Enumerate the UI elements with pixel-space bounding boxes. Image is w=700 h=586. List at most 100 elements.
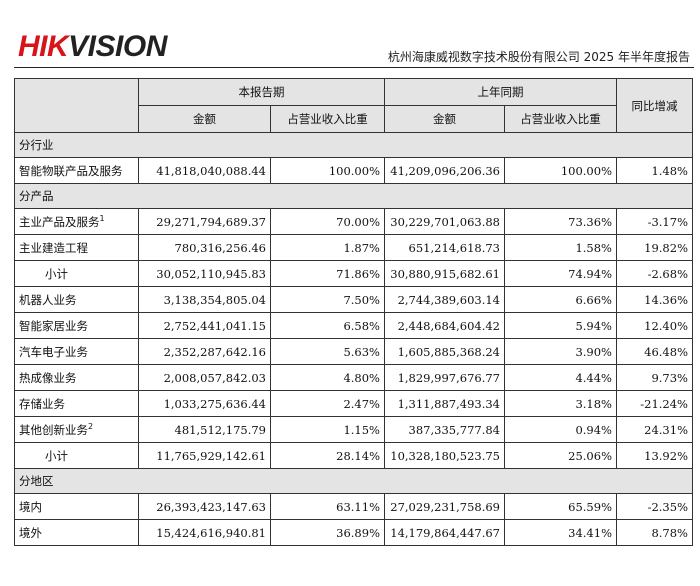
ratio-current-cell: 28.14% — [270, 442, 385, 469]
table-row: 智能家居业务 2,752,441,041.15 6.58% 2,448,684,604… — [14, 312, 693, 339]
amount-prior-cell: 2,448,684,604.42 — [384, 312, 505, 339]
table-row: 境外 15,424,616,940.81 36.89% 14,179,864,447.… — [14, 519, 693, 546]
amount-current-cell: 11,765,929,142.61 — [138, 442, 271, 469]
amount-current-cell: 1,033,275,636.44 — [138, 390, 271, 417]
row-label-text: 机器人业务 — [19, 292, 77, 307]
ratio-prior-cell: 1.58% — [504, 234, 617, 261]
table-row: 机器人业务 3,138,354,805.04 7.50% 2,744,389,603.… — [14, 286, 693, 313]
ratio-current-cell: 71.86% — [270, 260, 385, 287]
ratio-current-cell: 100.00% — [270, 157, 385, 184]
amount-prior-cell: 30,229,701,063.88 — [384, 208, 505, 235]
amount-current-cell: 481,512,175.79 — [138, 416, 271, 443]
row-label: 主业建造工程 — [14, 234, 139, 261]
amount-prior-cell: 10,328,180,523.75 — [384, 442, 505, 469]
ratio-current-cell: 63.11% — [270, 493, 385, 520]
amount-current-cell: 41,818,040,088.44 — [138, 157, 271, 184]
yoy-cell: 8.78% — [616, 519, 693, 546]
amount-current-cell: 15,424,616,940.81 — [138, 519, 271, 546]
ratio-current-cell: 1.15% — [270, 416, 385, 443]
amount-prior-cell: 14,179,864,447.67 — [384, 519, 505, 546]
row-label: 存储业务 — [14, 390, 139, 417]
amount-current-cell: 2,352,287,642.16 — [138, 338, 271, 365]
footnote-marker: 2 — [88, 421, 94, 431]
table-row: 其他创新业务2 481,512,175.79 1.15% 387,335,777.84… — [14, 416, 693, 443]
row-label: 小计 — [14, 260, 139, 287]
header-yoy: 同比增减 — [616, 78, 693, 133]
row-label-text: 汽车电子业务 — [19, 344, 88, 359]
yoy-cell: 1.48% — [616, 157, 693, 184]
row-label-text: 小计 — [45, 266, 68, 281]
amount-current-cell: 29,271,794,689.37 — [138, 208, 271, 235]
yoy-cell: 46.48% — [616, 338, 693, 365]
row-label-text: 智能物联产品及服务 — [19, 163, 123, 178]
row-label-text: 境外 — [19, 525, 42, 540]
ratio-prior-cell: 100.00% — [504, 157, 617, 184]
header-prior-period: 上年同期 — [384, 78, 617, 106]
report-title: 杭州海康威视数字技术股份有限公司 2025 年半年度报告 — [387, 50, 690, 64]
amount-prior-cell: 1,311,887,493.34 — [384, 390, 505, 417]
header-ratio-prior: 占营业收入比重 — [504, 105, 617, 133]
row-label-text: 存储业务 — [19, 396, 65, 411]
ratio-current-cell: 1.87% — [270, 234, 385, 261]
row-label-text: 主业建造工程 — [19, 240, 88, 255]
section-region-label: 分地区 — [14, 468, 693, 494]
yoy-cell: 9.73% — [616, 364, 693, 391]
yoy-cell: 19.82% — [616, 234, 693, 261]
amount-prior-cell: 41,209,096,206.36 — [384, 157, 505, 184]
row-label-text: 智能家居业务 — [19, 318, 88, 333]
row-label: 热成像业务 — [14, 364, 139, 391]
yoy-cell: 14.36% — [616, 286, 693, 313]
ratio-current-cell: 6.58% — [270, 312, 385, 339]
ratio-prior-cell: 5.94% — [504, 312, 617, 339]
table-header-row: 本报告期 上年同期 同比增减 — [14, 78, 693, 133]
section-product: 分产品 — [14, 183, 693, 209]
table-row: 热成像业务 2,008,057,842.03 4.80% 1,829,997,676.… — [14, 364, 693, 391]
yoy-cell: -2.68% — [616, 260, 693, 287]
amount-prior-cell: 387,335,777.84 — [384, 416, 505, 443]
row-label: 境外 — [14, 519, 139, 546]
ratio-current-cell: 5.63% — [270, 338, 385, 365]
amount-prior-cell: 1,829,997,676.77 — [384, 364, 505, 391]
section-region: 分地区 — [14, 468, 693, 494]
amount-prior-cell: 30,880,915,682.61 — [384, 260, 505, 287]
yoy-cell: 12.40% — [616, 312, 693, 339]
section-product-label: 分产品 — [14, 183, 693, 209]
row-label-text: 主业产品及服务 — [19, 214, 100, 229]
ratio-prior-cell: 0.94% — [504, 416, 617, 443]
ratio-prior-cell: 74.94% — [504, 260, 617, 287]
header-ratio-current: 占营业收入比重 — [270, 105, 385, 133]
ratio-prior-cell: 6.66% — [504, 286, 617, 313]
ratio-prior-cell: 73.36% — [504, 208, 617, 235]
ratio-current-cell: 7.50% — [270, 286, 385, 313]
row-label: 智能家居业务 — [14, 312, 139, 339]
ratio-prior-cell: 34.41% — [504, 519, 617, 546]
ratio-current-cell: 70.00% — [270, 208, 385, 235]
logo-hik-text: HIK — [18, 30, 69, 63]
table-row: 主业产品及服务1 29,271,794,689.37 70.00% 30,229,70… — [14, 208, 693, 235]
row-label-text: 境内 — [19, 499, 42, 514]
table-body: 分行业 智能物联产品及服务 41,818,040,088.44 100.00% 41,2… — [14, 132, 693, 546]
revenue-table: 本报告期 上年同期 同比增减 金额 占营业收入比重 金额 占营业收入比重 分行业… — [14, 78, 693, 546]
ratio-prior-cell: 4.44% — [504, 364, 617, 391]
ratio-prior-cell: 25.06% — [504, 442, 617, 469]
row-label: 小计 — [14, 442, 139, 469]
header-divider — [14, 67, 694, 68]
header-amount-current: 金额 — [138, 105, 271, 133]
ratio-current-cell: 36.89% — [270, 519, 385, 546]
yoy-cell: 13.92% — [616, 442, 693, 469]
amount-current-cell: 3,138,354,805.04 — [138, 286, 271, 313]
amount-prior-cell: 1,605,885,368.24 — [384, 338, 505, 365]
table-row: 主业建造工程 780,316,256.46 1.87% 651,214,618.73 1… — [14, 234, 693, 261]
footnote-marker: 1 — [99, 213, 105, 223]
section-industry-label: 分行业 — [14, 132, 693, 158]
subtotal-row: 小计 11,765,929,142.61 28.14% 10,328,180,523.… — [14, 442, 693, 469]
table-row: 汽车电子业务 2,352,287,642.16 5.63% 1,605,885,368… — [14, 338, 693, 365]
hikvision-logo: HIKVISION — [18, 30, 167, 64]
amount-current-cell: 2,752,441,041.15 — [138, 312, 271, 339]
row-label: 汽车电子业务 — [14, 338, 139, 365]
table-subheader-row: 金额 占营业收入比重 金额 占营业收入比重 — [15, 105, 693, 133]
row-label: 其他创新业务2 — [14, 416, 139, 443]
amount-prior-cell: 651,214,618.73 — [384, 234, 505, 261]
ratio-current-cell: 4.80% — [270, 364, 385, 391]
amount-current-cell: 30,052,110,945.83 — [138, 260, 271, 287]
